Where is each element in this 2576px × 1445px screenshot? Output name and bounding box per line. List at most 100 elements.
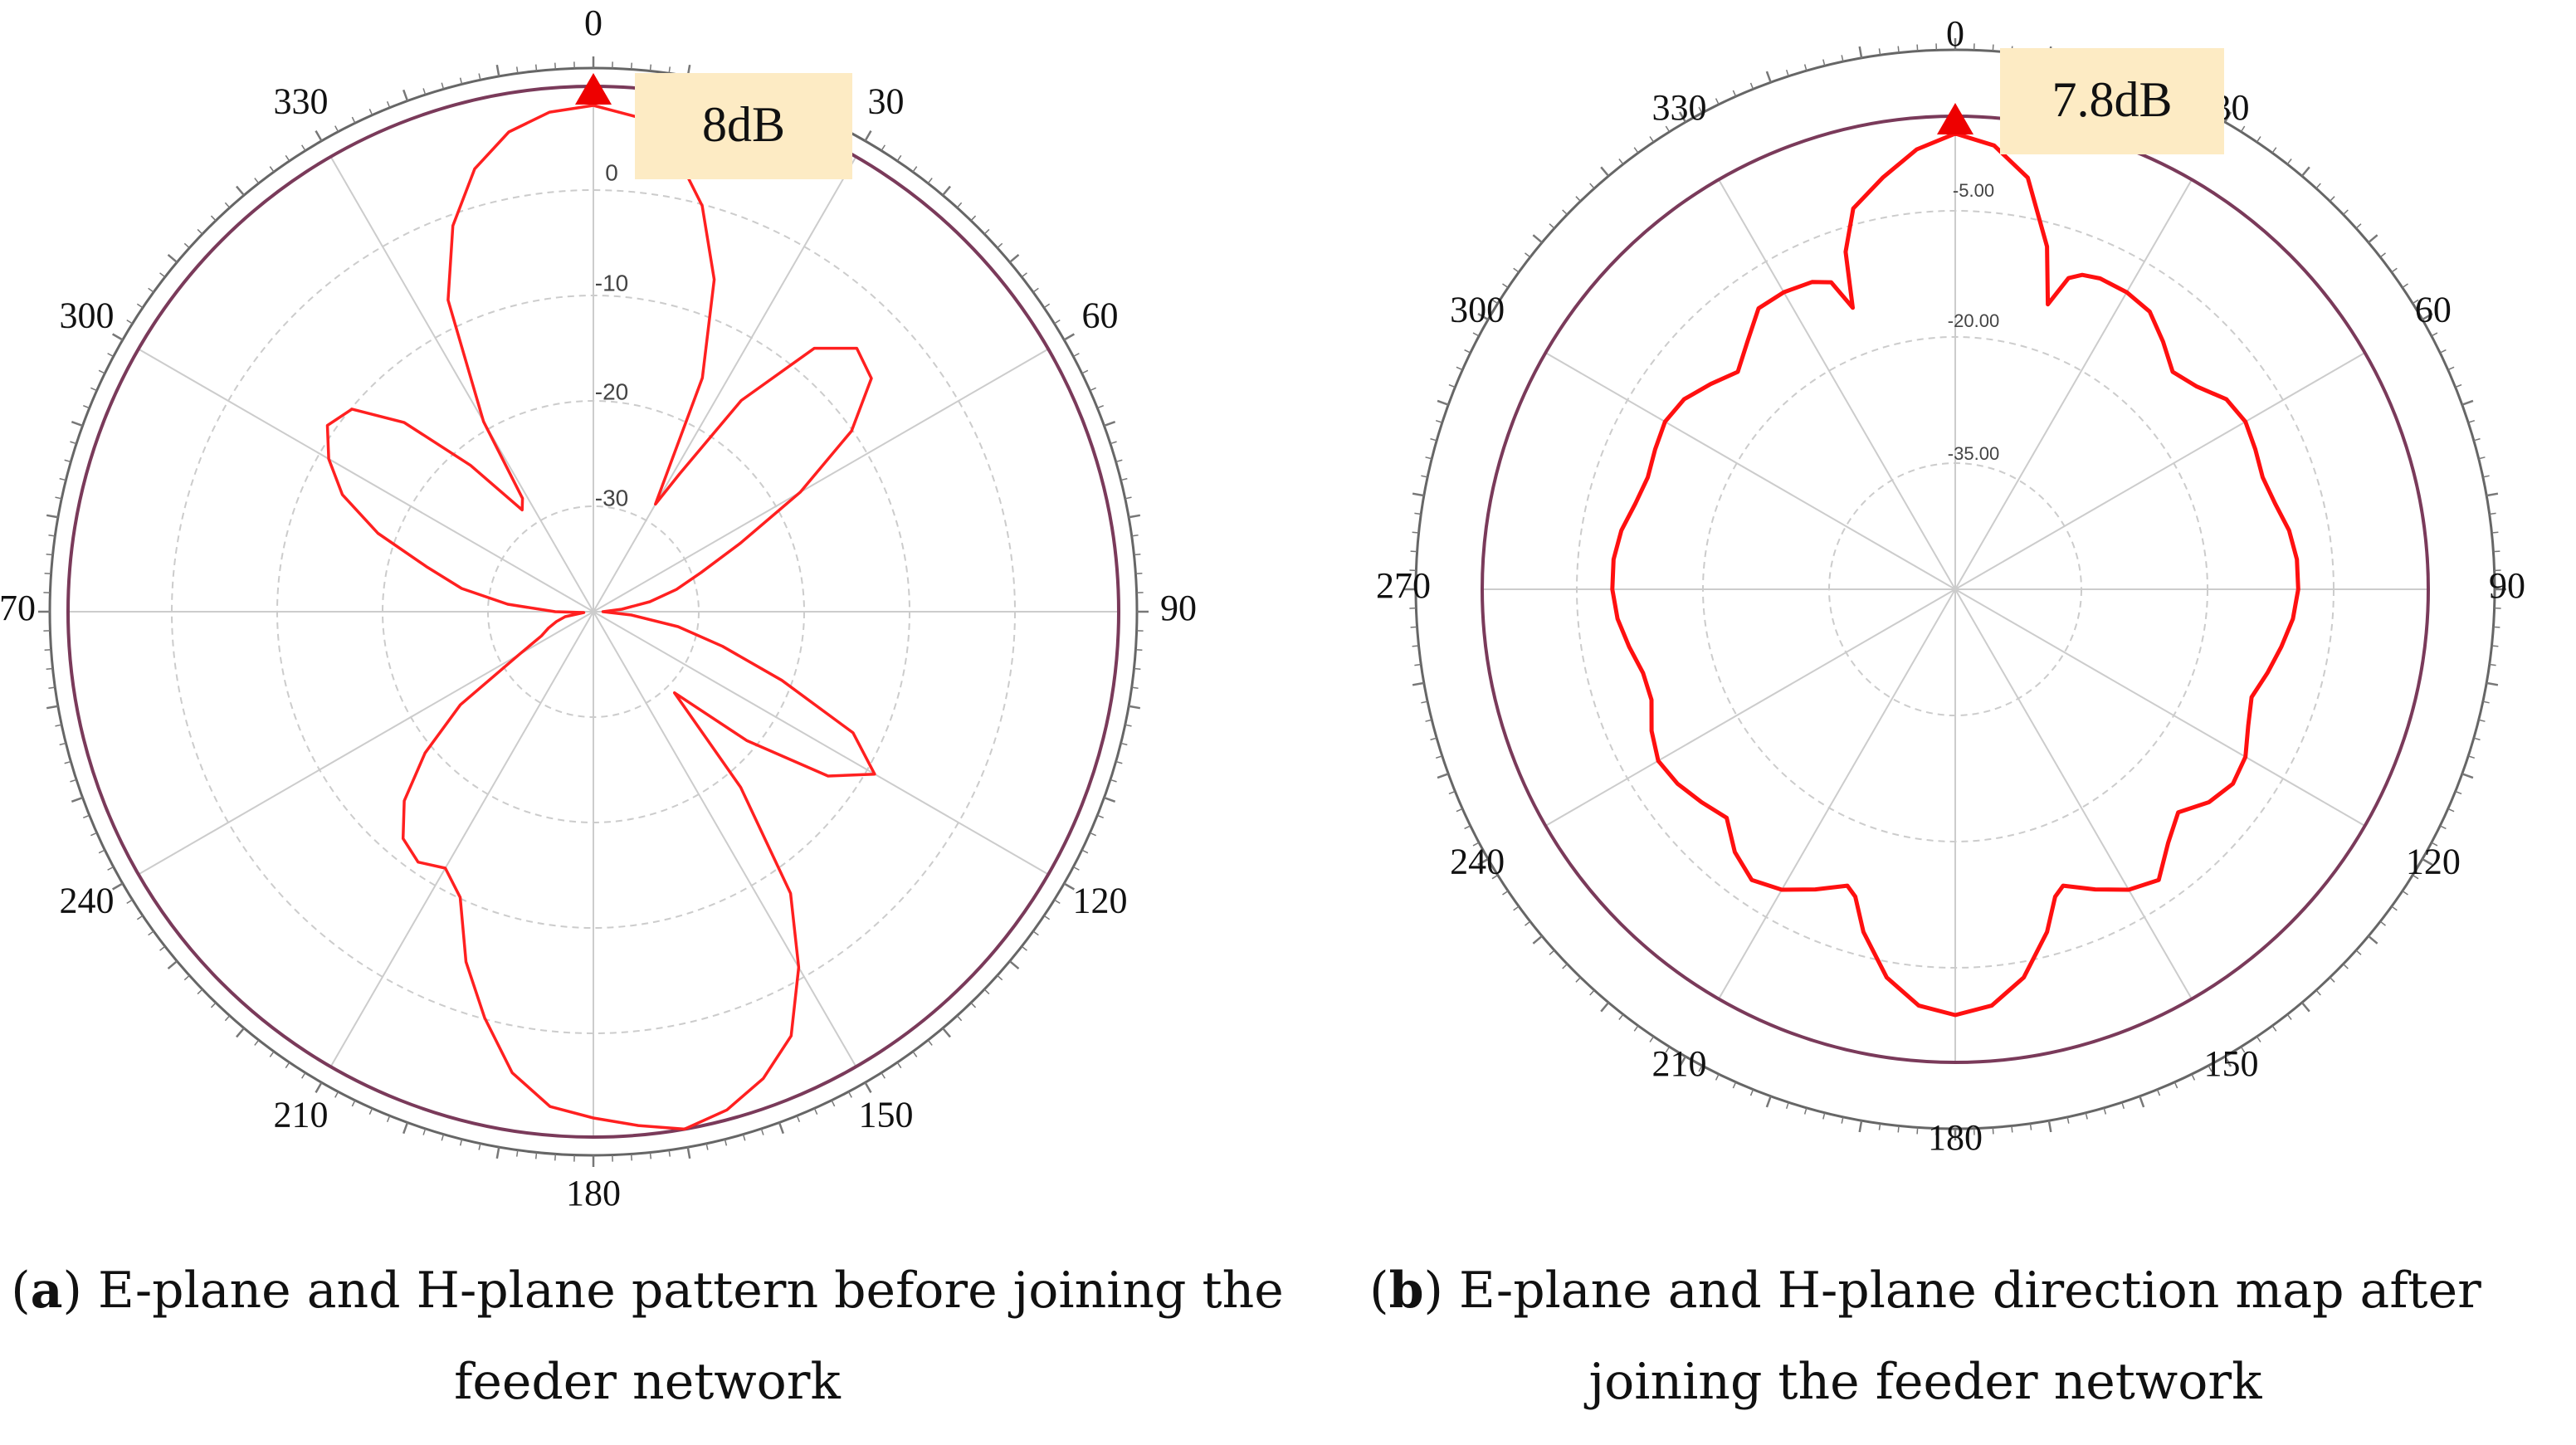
panel-b-dial-tick bbox=[1425, 719, 1432, 722]
panel-a-dial-tick bbox=[1081, 849, 1089, 854]
caption-b: (b) E-plane and H-plane direction map af… bbox=[1369, 1262, 2481, 1411]
panel-a-marker-box bbox=[635, 73, 852, 179]
panel-b-dial-tick bbox=[1878, 48, 1881, 56]
panel-a-dial-tick bbox=[534, 1152, 538, 1159]
panel-b-dial-tick bbox=[2208, 1065, 2213, 1072]
panel-b-dial-tick bbox=[2103, 1107, 2107, 1115]
panel-a-dial-tick bbox=[269, 166, 275, 173]
panel-a-dial-tick bbox=[1008, 254, 1020, 263]
panel-a-dial-tick bbox=[70, 779, 77, 783]
panel-b-dial-tick bbox=[2139, 1096, 2145, 1108]
panel-b-dial-tick bbox=[1502, 283, 1509, 289]
panel-b-dial-tick bbox=[1749, 1089, 1754, 1096]
panel-a-dial-tick bbox=[1090, 387, 1096, 392]
caption-a-text: E-plane and H-plane pattern before joini… bbox=[97, 1262, 1284, 1411]
panel-b-radial-tick-label: -5.00 bbox=[1953, 180, 1994, 201]
panel-b-dial-tick bbox=[1633, 1025, 1639, 1032]
panel-b-dial-tick bbox=[2461, 773, 2474, 779]
panel-a-dial-tick bbox=[64, 459, 71, 463]
panel-a-dial-tick bbox=[197, 989, 203, 995]
panel-b-dial-tick bbox=[1477, 857, 1489, 867]
panel-a-dial-tick bbox=[1097, 404, 1105, 409]
panel-b-dial-tick bbox=[1502, 890, 1509, 896]
caption-b-label: b bbox=[1388, 1262, 1424, 1320]
panel-b-dial-tick bbox=[1841, 1116, 1844, 1124]
panel-a-grid-spoke bbox=[329, 611, 594, 1067]
panel-a-dial-tick bbox=[351, 1100, 356, 1107]
panel-b-dial-tick bbox=[1410, 550, 1417, 553]
panel-a-angle-label-120: 120 bbox=[1073, 881, 1128, 921]
panel-a-dial-tick bbox=[1104, 796, 1116, 803]
panel-a-angle-label-90: 90 bbox=[1160, 588, 1197, 628]
panel-a-dial-tick bbox=[197, 228, 203, 235]
panel-a-dial-tick bbox=[159, 272, 166, 278]
panel-a-angle-label-210: 210 bbox=[274, 1095, 329, 1135]
panel-b-dial-tick bbox=[2473, 737, 2481, 741]
panel-a-dial-tick bbox=[59, 477, 66, 481]
panel-a-dial-tick bbox=[686, 1146, 691, 1159]
panel-a-dial-tick bbox=[1110, 779, 1117, 783]
panel-b-dial-tick bbox=[1803, 1107, 1808, 1115]
panel-b-dial-tick bbox=[2455, 790, 2462, 795]
panel-a-dial-tick bbox=[478, 73, 481, 81]
panel-b-dial-tick bbox=[1698, 1065, 1703, 1072]
panel-b-dial-tick bbox=[2486, 681, 2499, 686]
panel-a-dial-tick bbox=[82, 814, 90, 819]
panel-b-dial-tick bbox=[2478, 719, 2486, 722]
panel-b-dial-tick bbox=[1785, 69, 1789, 77]
caption-a-label: a bbox=[30, 1262, 63, 1320]
panel-a-dial-tick bbox=[112, 882, 124, 891]
panel-b-dial-tick bbox=[1665, 1046, 1671, 1053]
panel-a-dial-tick bbox=[942, 1027, 951, 1038]
panel-a-dial-tick bbox=[912, 1051, 918, 1057]
panel-a-dial-tick bbox=[422, 1128, 427, 1135]
panel-b-dial-tick bbox=[2047, 1120, 2052, 1133]
panel-b-dial-tick bbox=[1562, 209, 1568, 216]
panel-b-grid-spoke bbox=[1954, 352, 2366, 590]
panel-a-dial-tick bbox=[724, 1139, 728, 1146]
panel-b-dial-tick bbox=[2402, 890, 2408, 896]
panel-a-dial-tick bbox=[224, 202, 231, 208]
panel-a-dial-tick bbox=[1090, 832, 1096, 837]
panel-b-dial-tick bbox=[2422, 857, 2433, 867]
panel-b-pattern-curve bbox=[1610, 131, 2300, 1018]
panel-a-dial-tick bbox=[112, 333, 124, 341]
panel-a-angle-label-240: 240 bbox=[59, 881, 114, 921]
panel-a-dial-tick bbox=[881, 1072, 886, 1079]
panel-a-dial-tick bbox=[126, 899, 133, 904]
panel-a-dial-tick bbox=[59, 742, 66, 746]
panel-b-dial-tick bbox=[2447, 808, 2455, 813]
panel-a-dial-tick bbox=[224, 1015, 231, 1022]
panel-b-dial-tick bbox=[1600, 166, 1610, 177]
panel-b-grid-spoke bbox=[1954, 178, 2193, 590]
panel-a-dial-tick bbox=[1032, 287, 1039, 293]
panel-b-dial-tick bbox=[2315, 989, 2321, 996]
panel-a-dial-tick bbox=[1054, 899, 1061, 904]
panel-b-dial-tick bbox=[1412, 681, 1425, 686]
panel-b-dial-tick bbox=[2355, 223, 2362, 229]
panel-b-dial-tick bbox=[1421, 701, 1428, 704]
panel-b-angle-label-90: 90 bbox=[2489, 565, 2525, 606]
panel-a-dial-tick bbox=[301, 144, 306, 151]
panel-b-dial-tick bbox=[1472, 332, 1480, 337]
panel-b-dial-tick bbox=[2412, 874, 2419, 880]
panel-b-dial-tick bbox=[1532, 234, 1543, 244]
panel-a-angle-label-330: 330 bbox=[274, 81, 329, 122]
panel-b-dial-tick bbox=[1600, 1002, 1610, 1013]
panel-b-dial-tick bbox=[1575, 196, 1582, 202]
panel-a-dial-tick bbox=[668, 66, 671, 74]
panel-b-dial-tick bbox=[2473, 437, 2481, 442]
panel-a-dial-tick bbox=[71, 796, 83, 803]
panel-b-dial-tick bbox=[1897, 1125, 1900, 1133]
panel-a-dial-tick bbox=[1131, 534, 1139, 537]
panel-a-dial-tick bbox=[64, 760, 71, 764]
panel-a-grid-spoke bbox=[593, 611, 857, 1067]
panel-b-dial-tick bbox=[1477, 312, 1489, 321]
panel-a-pattern-curve bbox=[325, 104, 876, 1131]
panel-a-dial-tick bbox=[1043, 915, 1051, 920]
panel-b-dial-tick bbox=[1532, 935, 1543, 945]
panel-b-dial-tick bbox=[2191, 1073, 2196, 1081]
panel-b-dial-tick bbox=[2355, 950, 2362, 955]
panel-a-dial-tick bbox=[1115, 459, 1123, 463]
panel-a-dial-tick bbox=[210, 215, 217, 222]
